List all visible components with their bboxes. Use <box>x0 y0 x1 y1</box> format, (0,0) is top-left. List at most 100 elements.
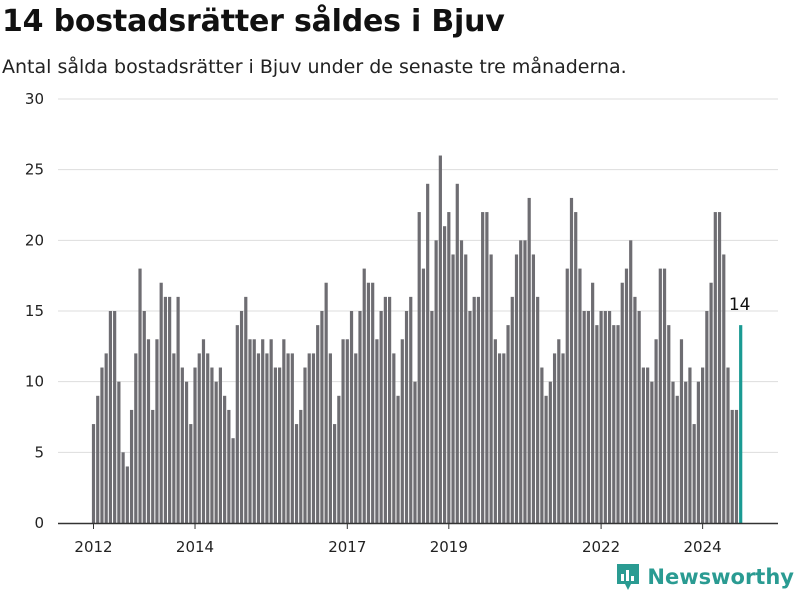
bar <box>620 282 624 523</box>
bar <box>375 339 379 523</box>
data-labels: 14 <box>729 295 751 315</box>
bar <box>299 409 303 523</box>
bar <box>667 325 671 523</box>
bar <box>569 197 574 523</box>
bar <box>730 409 734 523</box>
bar <box>210 367 214 523</box>
bar <box>383 296 387 523</box>
bar <box>341 339 345 523</box>
bar <box>189 424 193 523</box>
y-tick-label: 5 <box>34 443 44 461</box>
bars <box>91 155 743 524</box>
x-tick-label: 2022 <box>582 538 620 556</box>
bar <box>447 212 451 523</box>
bar <box>113 311 117 523</box>
bar <box>717 212 722 523</box>
bar <box>459 240 464 523</box>
chart-subtitle: Antal sålda bostadsrätter i Bjuv under d… <box>2 56 627 78</box>
bar <box>307 353 311 523</box>
x-tick-label: 2017 <box>328 538 366 556</box>
bar <box>244 296 248 523</box>
bar <box>442 226 447 523</box>
bar <box>510 296 514 523</box>
bar <box>679 339 684 523</box>
bar <box>129 409 134 523</box>
bar <box>290 353 294 523</box>
bar <box>256 353 261 523</box>
bar <box>671 381 675 523</box>
bar <box>235 325 239 523</box>
bar <box>586 311 591 523</box>
bar <box>413 381 417 523</box>
bar <box>557 339 561 523</box>
bar <box>142 311 146 523</box>
bar <box>248 339 252 523</box>
bar <box>282 339 286 523</box>
bar <box>662 268 667 523</box>
bar <box>197 353 201 523</box>
bar <box>206 353 210 523</box>
bar <box>616 325 620 523</box>
bar <box>497 353 502 523</box>
bar <box>692 424 696 523</box>
bar <box>514 254 519 523</box>
bar <box>481 212 485 523</box>
bar <box>371 282 375 523</box>
bar <box>104 353 108 523</box>
bar <box>624 268 629 523</box>
bar <box>303 367 307 523</box>
bar <box>552 353 557 523</box>
bar <box>561 353 565 523</box>
bar <box>582 311 586 523</box>
bar <box>155 339 159 523</box>
bar <box>316 325 320 523</box>
bar <box>506 325 510 523</box>
bar <box>320 311 324 523</box>
bar <box>193 367 197 523</box>
bar <box>180 367 184 523</box>
bar <box>349 311 354 523</box>
bar <box>531 254 536 523</box>
bar <box>540 367 544 523</box>
bar <box>151 409 155 523</box>
bar <box>366 282 371 523</box>
bar <box>392 353 396 523</box>
x-tick-label: 2014 <box>176 538 214 556</box>
bar <box>184 381 189 523</box>
bar <box>502 353 506 523</box>
bar <box>675 395 679 523</box>
bar <box>603 311 607 523</box>
bar <box>434 240 438 523</box>
x-tick-label: 2012 <box>74 538 112 556</box>
bar <box>527 197 531 523</box>
bar <box>354 353 358 523</box>
bar <box>641 367 645 523</box>
bar <box>489 254 493 523</box>
y-tick-label: 30 <box>25 90 44 108</box>
bar <box>574 212 578 523</box>
bar <box>726 367 730 523</box>
bar <box>379 311 383 523</box>
bar <box>544 395 548 523</box>
bar <box>650 381 654 523</box>
bar <box>599 311 603 523</box>
x-tick-label: 2024 <box>684 538 722 556</box>
bar <box>421 268 426 523</box>
bar <box>591 282 595 523</box>
bar <box>455 183 459 524</box>
bar <box>519 240 523 523</box>
bar <box>214 381 218 523</box>
bar <box>125 466 129 523</box>
bar <box>536 296 540 523</box>
y-tick-label: 10 <box>25 373 44 391</box>
x-tick-label: 2019 <box>430 538 468 556</box>
newsworthy-logo: Newsworthy <box>615 562 794 592</box>
bar <box>278 367 282 523</box>
bar <box>252 339 256 523</box>
bar <box>565 268 569 523</box>
bar <box>176 296 180 523</box>
bar <box>396 395 400 523</box>
highlight-value-label: 14 <box>729 295 751 315</box>
bar <box>426 183 430 524</box>
